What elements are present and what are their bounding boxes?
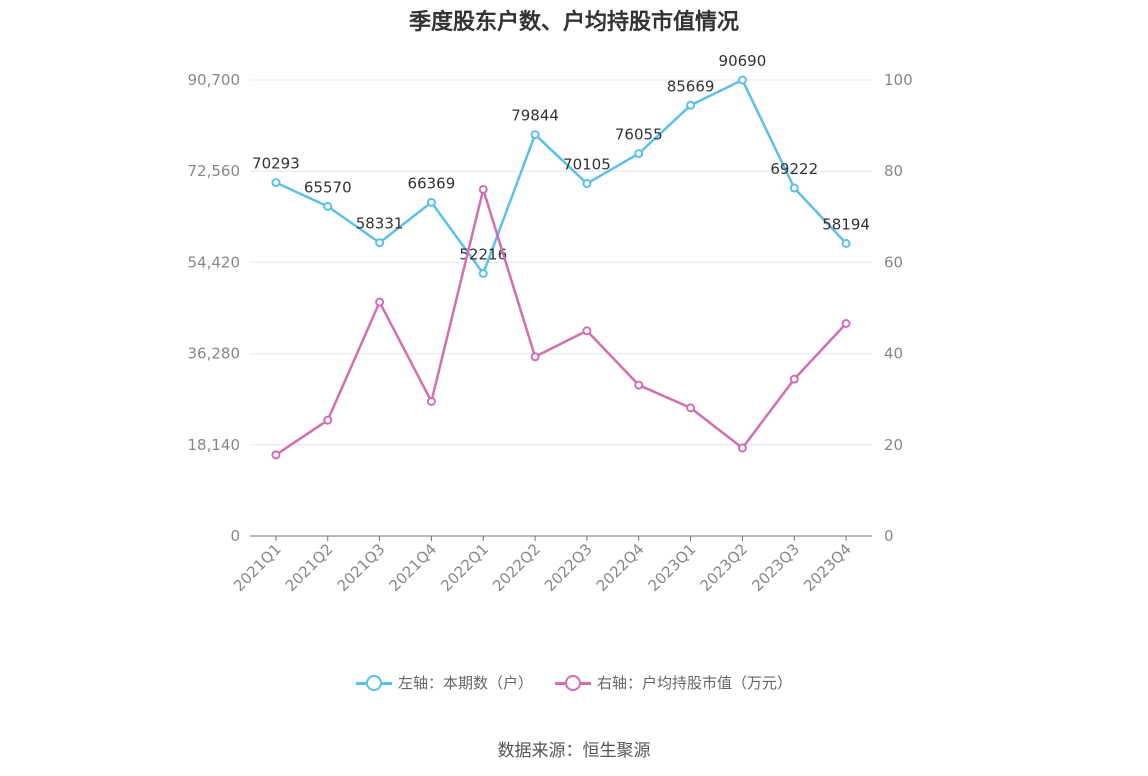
data-label: 58331 [356,215,404,233]
data-point [530,352,540,362]
data-label: 79844 [511,107,559,125]
legend-swatch-left [355,674,392,691]
data-label: 76055 [615,126,663,144]
source-note: 数据来源：恒生聚源 [497,741,651,761]
legend: 左轴：本期数（户） 右轴：户均持股市值（万元） [0,672,1148,693]
data-point [323,415,333,425]
data-point [582,179,592,189]
x-tick-label: 2022Q4 [593,540,648,595]
data-point [375,297,385,307]
chart-title: 季度股东户数、户均持股市值情况 [408,10,739,35]
data-point [323,201,333,211]
data-point [789,374,799,384]
data-point [789,183,799,193]
data-point [426,197,436,207]
legend-swatch-right [555,674,591,691]
legend-item-right[interactable]: 右轴：户均持股市值（万元） [555,672,792,693]
x-tick-label: 2021Q2 [282,540,337,595]
x-tick-label: 2023Q1 [645,540,700,595]
data-label: 58194 [822,215,870,233]
data-label: 70105 [563,156,611,174]
data-point [426,396,436,406]
y-right-tick-label: 100 [884,71,913,89]
y-left-tick-label: 72,560 [188,162,241,180]
x-tick-label: 2022Q2 [489,540,544,595]
data-point [634,380,644,390]
y-right-tick-label: 60 [884,253,903,271]
y-left-tick-label: 90,700 [188,71,241,89]
data-label: 66369 [408,174,456,192]
data-point [375,238,385,248]
series-line-1 [275,188,847,456]
data-point [841,319,851,329]
legend-item-left[interactable]: 左轴：本期数（户） [355,672,533,693]
x-tick-label: 2023Q2 [696,540,751,595]
data-point [582,326,592,336]
data-point [271,178,281,188]
data-point [478,184,488,194]
data-label: 65570 [304,178,352,196]
x-tick-label: 2022Q1 [437,540,492,595]
data-label: 52216 [459,245,507,263]
y-right-tick-label: 0 [884,527,894,545]
x-tick-label: 2021Q1 [230,540,285,595]
data-point [686,100,696,110]
y-left-tick-label: 18,140 [188,436,241,454]
data-point [737,75,747,85]
y-right-tick-label: 80 [884,162,903,180]
data-point [271,450,281,460]
y-right-tick-label: 20 [884,436,903,454]
y-left-tick-label: 36,280 [188,345,241,363]
data-label: 70293 [252,155,300,173]
y-left-tick-label: 54,420 [188,253,241,271]
data-point [737,443,747,453]
data-point [634,149,644,159]
data-label: 69222 [770,160,818,178]
data-label: 90690 [719,52,767,70]
x-tick-label: 2023Q4 [800,540,855,595]
data-label: 85669 [667,77,715,95]
y-right-tick-label: 40 [884,345,903,363]
data-point [686,403,696,413]
data-point [841,238,851,248]
data-point [530,130,540,140]
legend-label-right: 右轴：户均持股市值（万元） [597,674,793,692]
x-tick-label: 2023Q3 [748,540,803,595]
legend-label-left: 左轴：本期数（户） [397,674,533,692]
y-left-tick-label: 0 [230,527,240,545]
x-tick-label: 2022Q3 [541,540,596,595]
x-tick-label: 2021Q3 [334,540,389,595]
data-point [478,268,488,278]
series-line-0 [275,78,847,275]
x-tick-label: 2021Q4 [385,540,440,595]
